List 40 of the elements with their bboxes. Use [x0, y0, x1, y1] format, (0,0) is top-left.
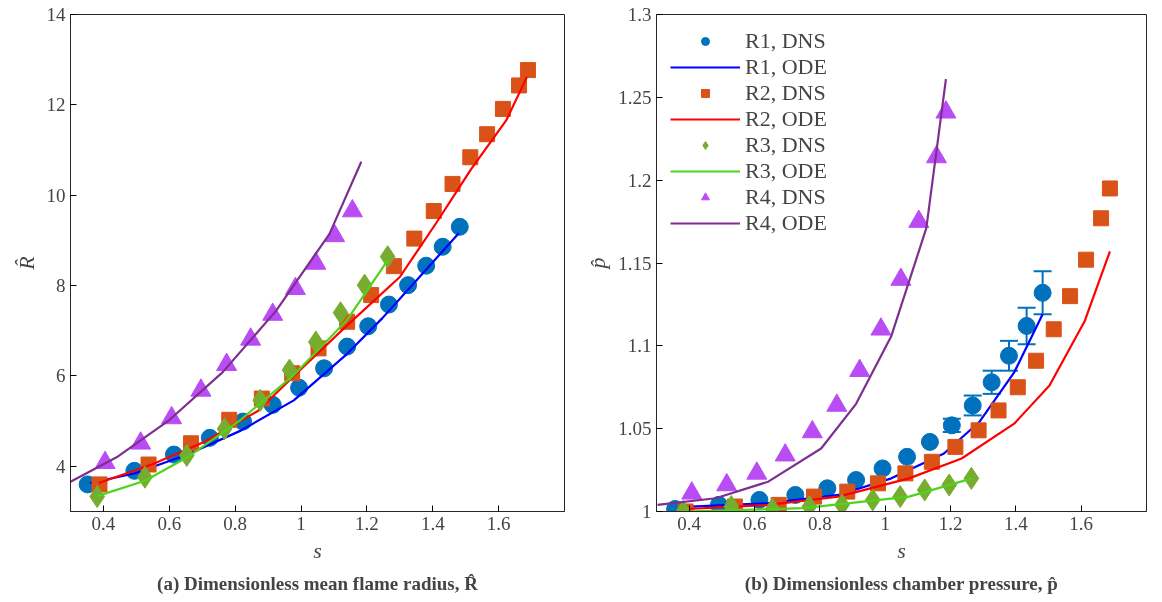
legend-label: R4, ODE	[745, 210, 827, 236]
y-tick-label: 14	[46, 4, 66, 25]
y-tick-label: 12	[46, 94, 66, 116]
x-tick-label: 1	[296, 512, 306, 534]
y-tick-label: 1.2	[627, 169, 652, 191]
x-tick-label: 1.4	[1003, 512, 1029, 534]
legend-label: R2, ODE	[745, 106, 827, 132]
x-tick-label: 1.2	[938, 512, 963, 534]
legend-label: R3, DNS	[745, 132, 826, 158]
x-tick-label: 1.6	[486, 512, 511, 534]
legend-label: R1, DNS	[745, 28, 826, 54]
x-axis-title: s	[897, 537, 906, 563]
x-tick-label: 0.6	[157, 512, 182, 534]
x-tick-label: 0.4	[677, 512, 702, 534]
y-tick-label: 1.1	[627, 335, 652, 357]
legend-label: R1, ODE	[745, 54, 827, 80]
y-tick-label: 8	[56, 275, 66, 297]
legend-label: R2, DNS	[745, 80, 826, 106]
y-tick-label: 4	[56, 455, 66, 477]
y-tick-label: 10	[46, 184, 66, 206]
x-tick-label: 1	[880, 512, 890, 534]
x-tick-label: 1.2	[355, 512, 379, 534]
y-tick-label: 1.25	[618, 86, 652, 108]
legend-label: R3, ODE	[745, 158, 827, 184]
y-tick-label: 1.3	[627, 4, 652, 25]
x-tick-label: 0.4	[91, 512, 116, 534]
legend-label: R4, DNS	[745, 184, 826, 210]
text: (b) Dimensionless chamber pressure, p̂	[744, 572, 1058, 595]
y-axis-title: p̂	[585, 257, 611, 271]
text: (a) Dimensionless mean flame radius, R̂	[157, 572, 479, 595]
x-tick-label: 1.6	[1069, 512, 1094, 534]
y-axis-title: R̂	[13, 255, 39, 271]
x-tick-label: 0.8	[223, 512, 248, 534]
x-axis-title: s	[313, 537, 322, 563]
y-tick-label: 1.15	[618, 252, 652, 274]
x-tick-label: 0.6	[742, 512, 767, 534]
x-tick-label: 1.4	[420, 512, 446, 534]
x-tick-label: 0.8	[807, 512, 832, 534]
y-tick-label: 6	[56, 365, 66, 387]
y-tick-label: 1.05	[618, 418, 652, 440]
